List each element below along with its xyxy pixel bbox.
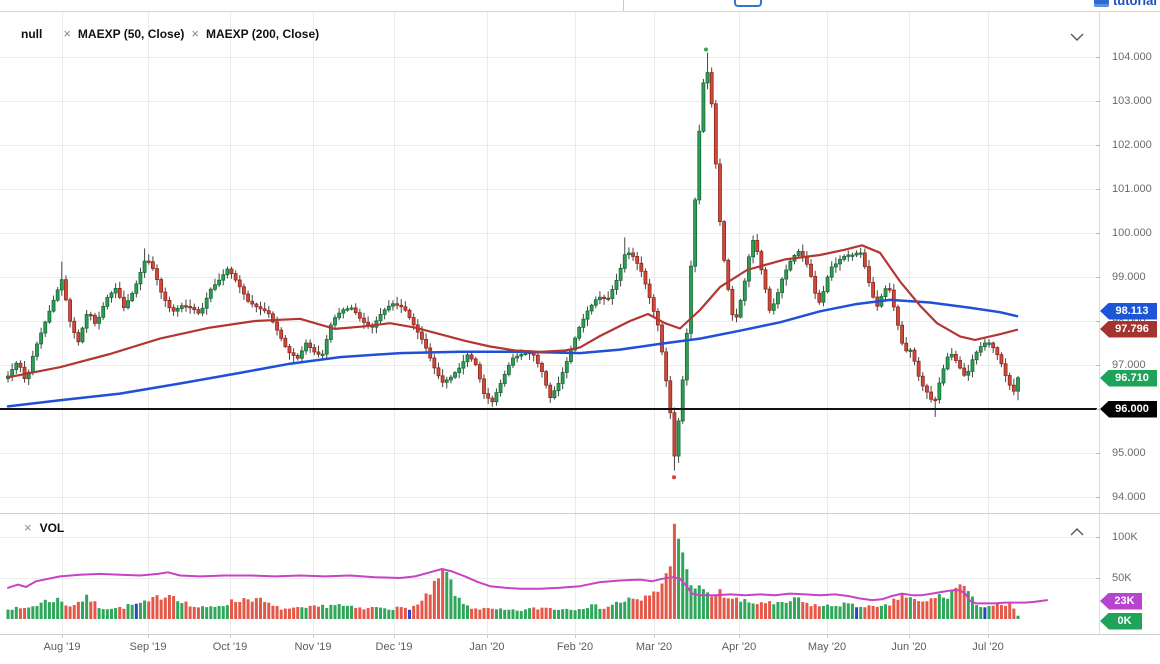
price-tick-label: 99.000 [1112, 271, 1146, 283]
remove-ma50-icon[interactable]: × [63, 26, 71, 41]
tutorial-link[interactable]: tutorial [1093, 0, 1157, 8]
price-panel-legend: null × MAEXP (50, Close) × MAEXP (200, C… [21, 26, 319, 41]
date-tick-label: Jan '20 [469, 641, 505, 653]
ma200-line [6, 298, 1019, 408]
remove-ma200-icon[interactable]: × [191, 26, 199, 41]
expand-volume-panel-button[interactable] [1069, 524, 1085, 536]
toolbar-divider [623, 0, 624, 11]
price-tick-label: 101.000 [1112, 183, 1152, 195]
volume-tick-label: 50K [1112, 572, 1132, 584]
last-price-badge: 96.710 [1100, 369, 1157, 387]
gridlines [0, 12, 1097, 633]
series-ma50-label: MAEXP (50, Close) [77, 26, 185, 41]
date-tick-label: Jul '20 [972, 641, 1004, 653]
ma50-line [6, 244, 1019, 379]
price-tick-label: 94.000 [1112, 491, 1146, 503]
date-tick-label: Dec '19 [375, 641, 413, 653]
date-tick-label: Apr '20 [721, 641, 757, 653]
ma50-value-badge: 97.796 [1100, 320, 1157, 338]
volume-panel-legend: × VOL [24, 520, 64, 535]
volume-tick-label: 100K [1112, 531, 1138, 543]
price-tick-label: 102.000 [1112, 139, 1152, 151]
remove-vol-icon[interactable]: × [24, 520, 32, 535]
date-tick-label: Feb '20 [556, 641, 594, 653]
date-tick-label: Sep '19 [129, 641, 167, 653]
volume-ma-badge: 23K [1100, 592, 1142, 610]
price-tick-label: 97.000 [1112, 359, 1146, 371]
price-tick-label: 104.000 [1112, 51, 1152, 63]
panel-borders [0, 12, 1160, 638]
ma200-value-badge: 98.113 [1100, 302, 1157, 320]
volume-value-badge: 0K [1100, 612, 1142, 630]
date-tick-label: May '20 [807, 641, 847, 653]
date-tick-label: Nov '19 [294, 641, 332, 653]
date-tick-label: Mar '20 [635, 641, 673, 653]
tutorial-icon [1093, 0, 1109, 7]
extreme-markers [672, 47, 708, 480]
volume-bars [6, 523, 1020, 619]
candles [6, 52, 1020, 471]
tutorial-label: tutorial [1112, 0, 1157, 8]
date-tick-label: Aug '19 [43, 641, 81, 653]
toolbar-clipped: tutorial [0, 0, 1160, 12]
date-tick-label: Jun '20 [891, 641, 927, 653]
price-tick-label: 100.000 [1112, 227, 1152, 239]
price-tick-label: 95.000 [1112, 447, 1146, 459]
series-vol-label: VOL [39, 520, 65, 535]
volume-ma-line [7, 568, 1048, 605]
price-tick-label: 103.000 [1112, 95, 1152, 107]
date-tick-label: Oct '19 [212, 641, 248, 653]
series-null-label: null [21, 26, 43, 41]
hline-value-badge: 96.000 [1100, 400, 1157, 418]
toolbar-button-fragment[interactable] [734, 0, 762, 7]
series-ma200-label: MAEXP (200, Close) [206, 26, 320, 41]
chevron-up-icon [1070, 528, 1084, 536]
chevron-down-icon [1070, 33, 1084, 41]
collapse-price-panel-button[interactable] [1069, 29, 1085, 41]
